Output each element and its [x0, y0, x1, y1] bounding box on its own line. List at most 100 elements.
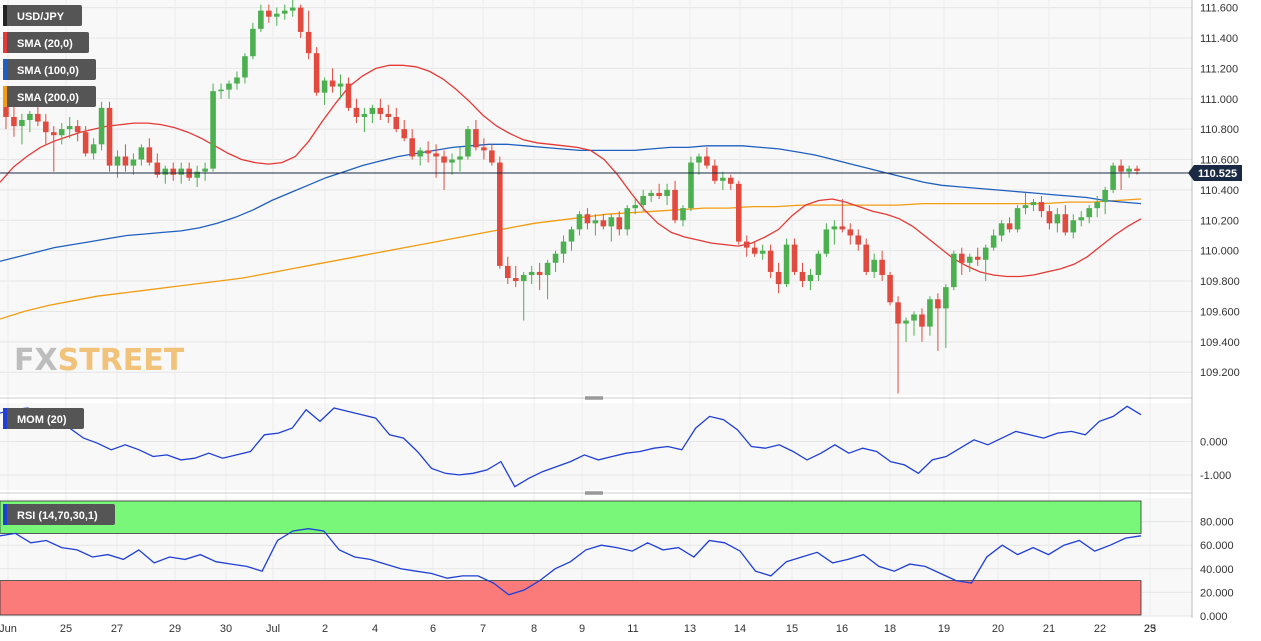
- candle-body: [831, 226, 838, 230]
- candle-body: [1054, 214, 1061, 224]
- candle-body: [234, 77, 240, 84]
- candle-body: [982, 247, 989, 260]
- candle: [305, 10, 312, 60]
- candle-body: [855, 235, 862, 245]
- candle: [871, 253, 877, 279]
- candle-body: [576, 214, 583, 230]
- x-tick-label: 19: [938, 623, 950, 635]
- candle: [50, 126, 57, 172]
- x-tick-label: 27: [111, 623, 123, 635]
- candle-body: [966, 256, 973, 263]
- candle: [807, 268, 814, 291]
- candle: [58, 123, 65, 145]
- legend-mom[interactable]: MOM (20): [3, 408, 84, 429]
- candle-body: [35, 113, 41, 122]
- price-tick-label: 111.000: [1200, 94, 1238, 106]
- candle-body: [130, 159, 137, 166]
- resize-handle-rsi[interactable]: [584, 491, 604, 496]
- candle-body: [871, 259, 877, 272]
- candle: [966, 253, 973, 272]
- candle-body: [815, 253, 822, 275]
- resize-handle-momentum[interactable]: [584, 396, 604, 401]
- candle: [911, 311, 917, 336]
- candle-body: [1038, 202, 1045, 212]
- candle: [855, 229, 862, 251]
- candle-body: [672, 189, 678, 221]
- legend-sma100[interactable]: SMA (100,0): [3, 59, 96, 80]
- candle-body: [648, 192, 654, 196]
- candle-body: [504, 265, 511, 279]
- candle: [138, 144, 145, 166]
- candle: [632, 199, 639, 215]
- x-tick-label: 16: [836, 623, 848, 635]
- candle: [720, 171, 726, 190]
- candle-body: [895, 302, 901, 324]
- candle-body: [919, 314, 925, 327]
- candle-body: [512, 278, 519, 282]
- candle-body: [767, 250, 774, 272]
- x-tick-label: 7: [480, 623, 486, 635]
- candle-body: [274, 13, 280, 17]
- candle-body: [465, 129, 471, 157]
- x-tick-label: 25: [60, 623, 72, 635]
- candle: [544, 259, 551, 300]
- candle-body: [377, 107, 384, 114]
- candle: [170, 162, 177, 181]
- candle: [895, 296, 901, 394]
- legend-sma20[interactable]: SMA (20,0): [3, 32, 89, 53]
- candle: [624, 205, 631, 236]
- candle: [337, 74, 344, 99]
- momentum-panel: [0, 403, 1192, 490]
- sma100-swatch: [3, 59, 7, 80]
- candle: [1070, 214, 1077, 239]
- candle: [831, 220, 838, 245]
- legend-rsi[interactable]: RSI (14,70,30,1): [3, 504, 115, 525]
- candle-body: [313, 53, 320, 93]
- watermark-fx: FX: [14, 343, 58, 378]
- candle: [839, 199, 846, 233]
- candle: [11, 106, 17, 137]
- candle-body: [19, 120, 25, 127]
- x-tick-label: 4: [372, 623, 378, 635]
- x-tick-label: 23: [1144, 623, 1156, 635]
- candle-body: [321, 80, 328, 93]
- candle-body: [258, 10, 264, 29]
- candle: [759, 244, 766, 260]
- candle-body: [361, 113, 368, 117]
- candle-body: [863, 244, 869, 272]
- candle: [162, 165, 169, 184]
- candle: [974, 247, 981, 266]
- x-tick-label: 29: [169, 623, 181, 635]
- candle-body: [887, 274, 893, 303]
- legend-sma200[interactable]: SMA (200,0): [3, 86, 96, 107]
- legend-usdjpy[interactable]: USD/JPY: [3, 5, 82, 26]
- candle-body: [337, 83, 344, 87]
- candle: [90, 138, 97, 160]
- candle-body: [536, 271, 543, 275]
- candle: [783, 238, 790, 288]
- candle-body: [409, 138, 415, 157]
- candle: [146, 138, 153, 166]
- candle: [122, 144, 129, 172]
- mom-tick-label: -1.000: [1200, 470, 1231, 482]
- candle: [449, 153, 455, 175]
- candle-body: [1078, 217, 1085, 221]
- candle: [704, 147, 710, 169]
- candle: [154, 153, 161, 178]
- candle-body: [974, 256, 981, 260]
- candle: [98, 101, 105, 151]
- candle: [409, 129, 415, 160]
- candle: [1094, 195, 1100, 218]
- candle-body: [1110, 165, 1116, 190]
- x-tick-label: Jul: [266, 623, 280, 635]
- candle-body: [608, 217, 615, 227]
- candle: [504, 256, 511, 285]
- rsi-tick-label: 80.000: [1200, 517, 1234, 529]
- candle-body: [289, 7, 296, 11]
- candle: [600, 214, 607, 230]
- candle-body: [178, 168, 185, 175]
- candle-body: [958, 253, 965, 263]
- candle: [130, 153, 137, 175]
- candle: [935, 293, 941, 351]
- candle: [401, 120, 408, 142]
